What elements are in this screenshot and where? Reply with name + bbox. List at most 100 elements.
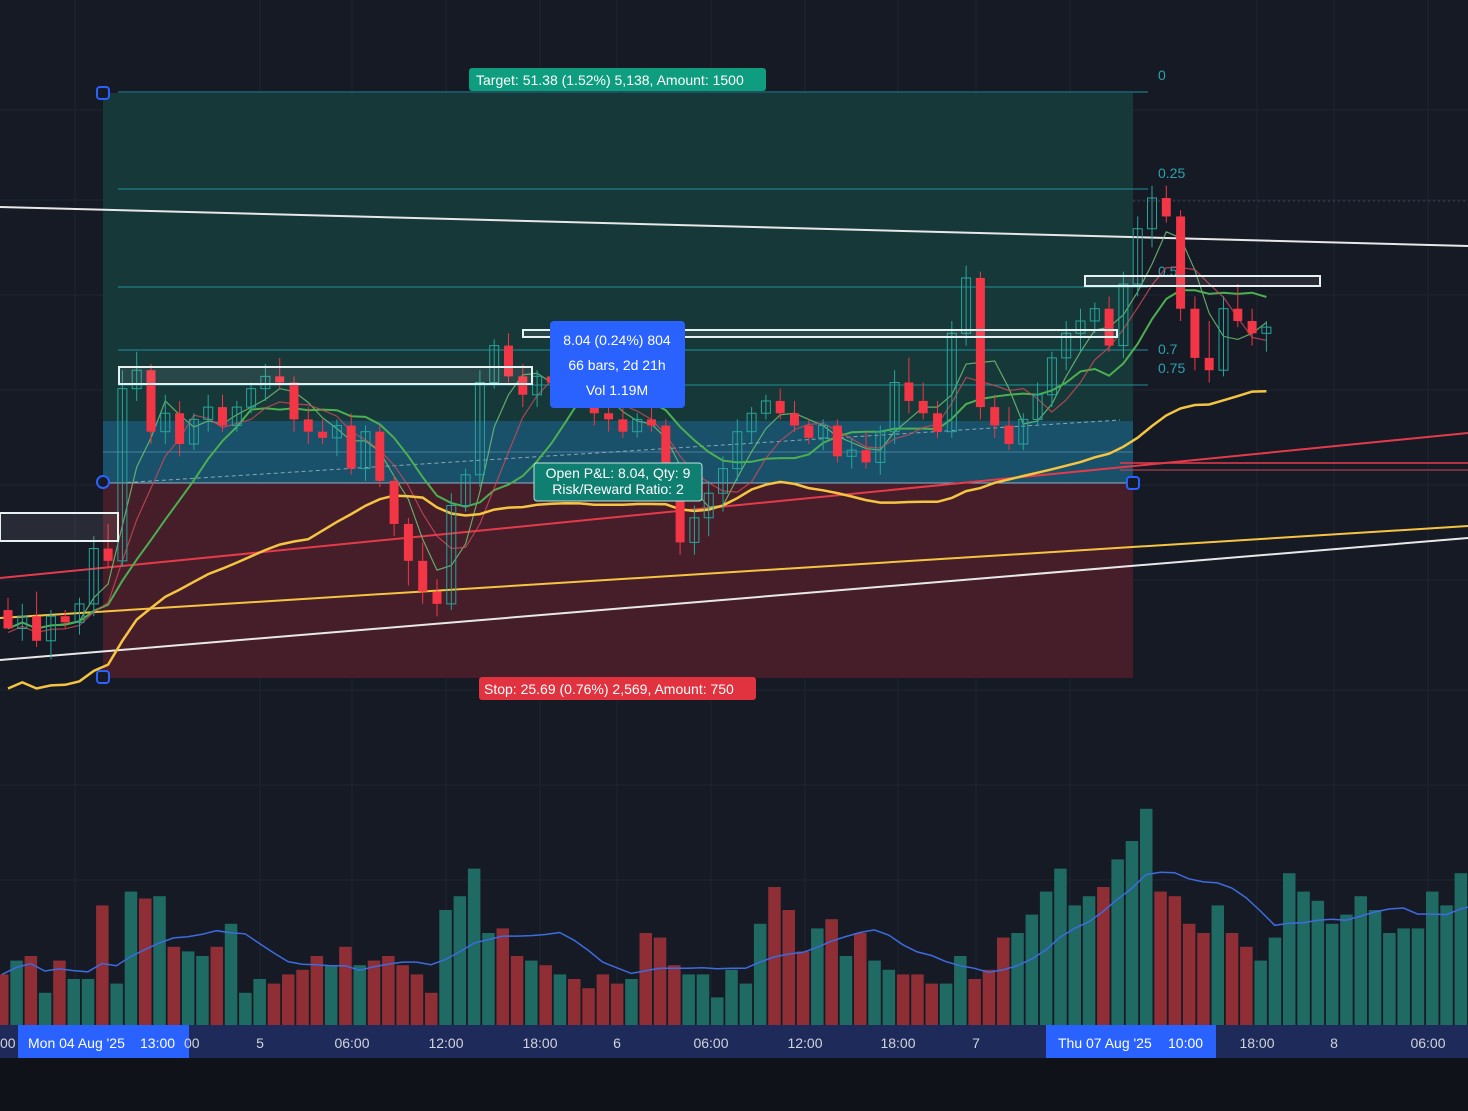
time-tick: 06:00 <box>334 1035 369 1051</box>
volume-bar <box>553 974 567 1025</box>
volume-bar <box>1368 910 1382 1025</box>
candle-body-down <box>375 431 385 481</box>
volume-bar <box>1154 891 1167 1025</box>
target-label-bg <box>469 68 766 91</box>
volume-bar <box>1140 808 1153 1025</box>
candle-body-up <box>1018 418 1029 445</box>
candle-body-down <box>647 419 656 426</box>
volume-bar <box>1197 933 1210 1025</box>
candle-body-down <box>504 345 513 377</box>
volume-bar <box>525 960 538 1025</box>
drawn-rectangles[interactable] <box>0 275 1321 542</box>
candle-body-up <box>846 449 857 457</box>
time-tick: 5 <box>256 1035 264 1051</box>
candle-body-down <box>1104 308 1114 346</box>
candle-body-up <box>632 418 643 433</box>
volume-bar <box>768 887 781 1025</box>
volume-bar <box>1211 905 1224 1025</box>
time-highlight-suffix: 00 <box>184 1035 200 1051</box>
candle-body-down <box>432 591 442 604</box>
candle-body-down <box>861 450 871 463</box>
position-label-line: Open P&L: 8.04, Qty: 9 <box>546 465 691 481</box>
candle-body-up <box>446 505 457 605</box>
volume-bar <box>1268 937 1282 1025</box>
candle-body-down <box>3 610 13 629</box>
volume-bar <box>1283 873 1296 1025</box>
volume-bar <box>1254 960 1267 1025</box>
time-axis-bg <box>0 1025 1468 1058</box>
volume-bar <box>396 965 409 1025</box>
volume-bar <box>10 960 23 1025</box>
volume-bar <box>1240 946 1253 1025</box>
volume-bar <box>267 983 281 1025</box>
measure-label-line: 66 bars, 2d 21h <box>568 357 665 373</box>
volume-bar <box>582 988 595 1025</box>
ma-yellow-line <box>7 390 1267 690</box>
volume-bar <box>53 960 66 1025</box>
volume-bar <box>1340 914 1353 1025</box>
time-tick: 18:00 <box>1239 1035 1274 1051</box>
candle-body-down <box>775 400 785 414</box>
volume-bar <box>839 956 853 1025</box>
candle-body-up <box>760 400 771 414</box>
volume-bar <box>968 979 981 1025</box>
candle-body-down <box>918 400 928 414</box>
candle-body-up <box>489 345 500 384</box>
volume-bar <box>982 969 996 1025</box>
volume-bar <box>467 868 481 1025</box>
volume-bar <box>854 933 867 1025</box>
volume-bar <box>239 992 252 1025</box>
target-label: Target: 51.38 (1.52%) 5,138, Amount: 150… <box>476 72 744 88</box>
candle-body-up <box>875 431 886 463</box>
volume-bar <box>1125 841 1139 1025</box>
volume-bar <box>1397 928 1410 1025</box>
candle-body-up <box>1132 228 1143 285</box>
volume-ma-line <box>1 871 1468 976</box>
candle-body-up <box>532 375 543 396</box>
candle-body-down <box>804 425 814 438</box>
fib-label: 0.75 <box>1158 360 1185 376</box>
volume-bar <box>1082 896 1096 1025</box>
candle-body-down <box>275 376 285 383</box>
time-tick: 7 <box>972 1035 980 1051</box>
volume-bar <box>711 997 724 1025</box>
candle-body-up <box>946 332 957 433</box>
candle-body-up <box>17 615 28 630</box>
candle-body-down <box>1204 357 1214 371</box>
volume-bar <box>782 910 795 1025</box>
volume-bar <box>224 923 238 1025</box>
volume-bar <box>539 965 552 1025</box>
candle-body-down <box>518 376 528 395</box>
candle-body-down <box>933 413 942 432</box>
stop-label: Stop: 25.69 (0.76%) 2,569, Amount: 750 <box>484 681 734 697</box>
candle-body-up <box>231 406 242 427</box>
candle-body-up <box>718 468 728 494</box>
fib-label: 0 <box>1158 67 1166 83</box>
candle-body-down <box>346 425 356 469</box>
stop-label-bg <box>479 677 756 700</box>
candle-body-up <box>260 375 271 390</box>
candle-body-up <box>246 388 257 408</box>
drag-handle <box>96 86 110 100</box>
candle-body-down <box>1190 308 1200 358</box>
drawn-box <box>522 329 1118 338</box>
candle-body-down <box>403 523 413 561</box>
candle-body-down <box>103 548 113 561</box>
volume-bar <box>353 965 366 1025</box>
measure-label-bg <box>550 321 685 408</box>
position-handles[interactable] <box>96 86 1140 684</box>
candle-body-up <box>74 603 85 623</box>
candle-body-down <box>303 419 313 432</box>
volume-bar <box>253 979 266 1025</box>
volume-bar <box>425 992 438 1025</box>
volume-bar <box>753 923 767 1025</box>
candle-body-down <box>1247 321 1257 334</box>
time-axis[interactable]: 00 5 06:00 12:00 18:00 6 06:00 12:00 18:00 7 18:00… <box>0 1025 1468 1058</box>
volume-bar <box>1054 868 1067 1025</box>
time-tick: 12:00 <box>428 1035 463 1051</box>
volume-bar <box>925 983 938 1025</box>
candle-body-up <box>1061 332 1072 359</box>
candle-body-down <box>175 413 185 444</box>
projection-line <box>119 419 1121 484</box>
